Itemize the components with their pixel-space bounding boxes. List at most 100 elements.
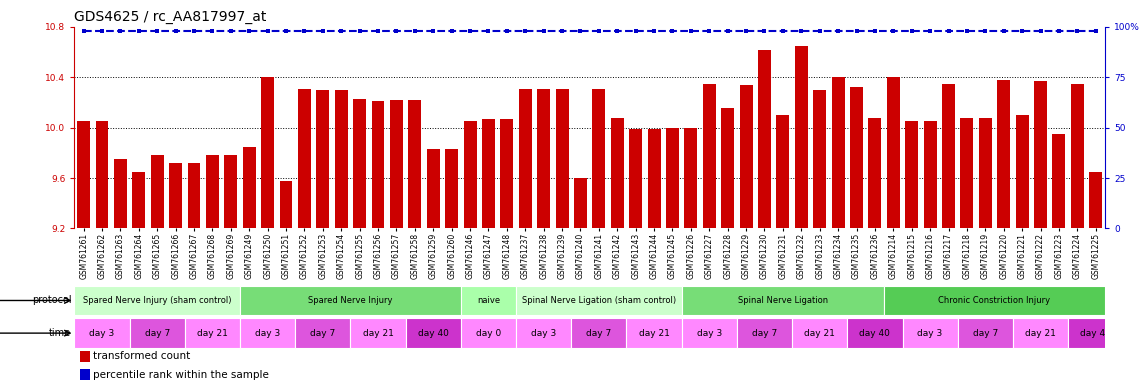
Text: day 7: day 7	[973, 329, 998, 338]
Bar	[884, 286, 1105, 315]
Bar	[1013, 318, 1068, 348]
Text: Spinal Nerve Ligation (sham control): Spinal Nerve Ligation (sham control)	[522, 296, 676, 305]
Bar	[721, 108, 734, 228]
Text: GDS4625 / rc_AA817997_at: GDS4625 / rc_AA817997_at	[74, 10, 267, 25]
Text: day 7: day 7	[586, 329, 611, 338]
Bar	[740, 85, 752, 228]
Bar	[482, 119, 495, 228]
Bar	[390, 100, 403, 228]
Bar	[813, 90, 827, 228]
Bar	[188, 163, 200, 228]
Bar	[997, 80, 1010, 228]
Text: Spared Nerve Injury (sham control): Spared Nerve Injury (sham control)	[82, 296, 231, 305]
Text: day 7: day 7	[310, 329, 335, 338]
Text: day 40: day 40	[418, 329, 449, 338]
Bar	[942, 84, 955, 228]
Bar	[129, 318, 184, 348]
Bar	[1068, 318, 1123, 348]
Text: day 3: day 3	[89, 329, 114, 338]
Text: day 40: day 40	[860, 329, 891, 338]
Text: day 40: day 40	[1080, 329, 1111, 338]
Text: Spinal Nerve Ligation: Spinal Nerve Ligation	[737, 296, 828, 305]
Bar	[887, 77, 900, 228]
Bar	[445, 149, 458, 228]
Bar	[151, 156, 164, 228]
Bar	[184, 318, 240, 348]
Bar	[114, 159, 127, 228]
Text: day 3: day 3	[531, 329, 556, 338]
Bar	[1052, 134, 1065, 228]
Bar	[334, 90, 348, 228]
Bar	[240, 286, 460, 315]
Bar	[516, 318, 571, 348]
Bar	[409, 100, 421, 228]
Bar	[924, 121, 937, 228]
Bar	[868, 118, 882, 228]
Bar	[427, 149, 440, 228]
Bar	[795, 46, 807, 228]
Bar	[353, 99, 366, 228]
Bar	[500, 119, 513, 228]
Bar	[961, 118, 973, 228]
Bar	[240, 318, 295, 348]
Bar	[95, 121, 109, 228]
Bar	[555, 89, 569, 228]
Bar	[685, 127, 697, 228]
Bar	[792, 318, 847, 348]
Text: protocol: protocol	[32, 295, 71, 306]
Bar	[405, 318, 460, 348]
Bar	[74, 286, 240, 315]
Text: day 3: day 3	[917, 329, 942, 338]
Bar	[1089, 172, 1103, 228]
Text: Chronic Constriction Injury: Chronic Constriction Injury	[939, 296, 1051, 305]
Bar	[957, 318, 1013, 348]
Text: day 21: day 21	[639, 329, 670, 338]
Bar	[464, 121, 476, 228]
Text: naive: naive	[477, 296, 500, 305]
Bar	[516, 286, 681, 315]
Text: day 21: day 21	[197, 329, 228, 338]
Bar	[77, 121, 90, 228]
Bar	[681, 318, 737, 348]
Bar	[592, 89, 606, 228]
Bar	[206, 156, 219, 228]
Bar	[574, 178, 587, 228]
Text: day 7: day 7	[752, 329, 777, 338]
Text: day 3: day 3	[255, 329, 281, 338]
Bar	[703, 84, 716, 228]
Text: day 21: day 21	[363, 329, 394, 338]
Bar	[831, 77, 845, 228]
Bar	[737, 318, 792, 348]
Bar	[902, 318, 957, 348]
Bar	[681, 286, 884, 315]
Bar	[571, 318, 626, 348]
Bar	[279, 180, 292, 228]
Bar	[537, 89, 550, 228]
Bar	[350, 318, 405, 348]
Bar	[261, 77, 274, 228]
Bar	[776, 115, 789, 228]
Bar	[224, 156, 237, 228]
Bar	[758, 50, 771, 228]
Bar	[648, 129, 661, 228]
Text: day 7: day 7	[144, 329, 169, 338]
Bar	[847, 318, 902, 348]
Bar	[906, 121, 918, 228]
Bar	[666, 127, 679, 228]
Text: day 3: day 3	[696, 329, 721, 338]
Bar	[316, 90, 330, 228]
Text: time: time	[49, 328, 71, 338]
Text: day 21: day 21	[804, 329, 835, 338]
Bar	[850, 88, 863, 228]
Bar	[133, 172, 145, 228]
Bar	[1034, 81, 1047, 228]
Bar	[630, 129, 642, 228]
Text: transformed count: transformed count	[93, 351, 190, 361]
Text: day 21: day 21	[1025, 329, 1056, 338]
Bar	[519, 89, 531, 228]
Bar	[372, 101, 385, 228]
Text: day 0: day 0	[476, 329, 502, 338]
Bar	[80, 351, 89, 362]
Bar	[298, 89, 311, 228]
Bar	[295, 318, 350, 348]
